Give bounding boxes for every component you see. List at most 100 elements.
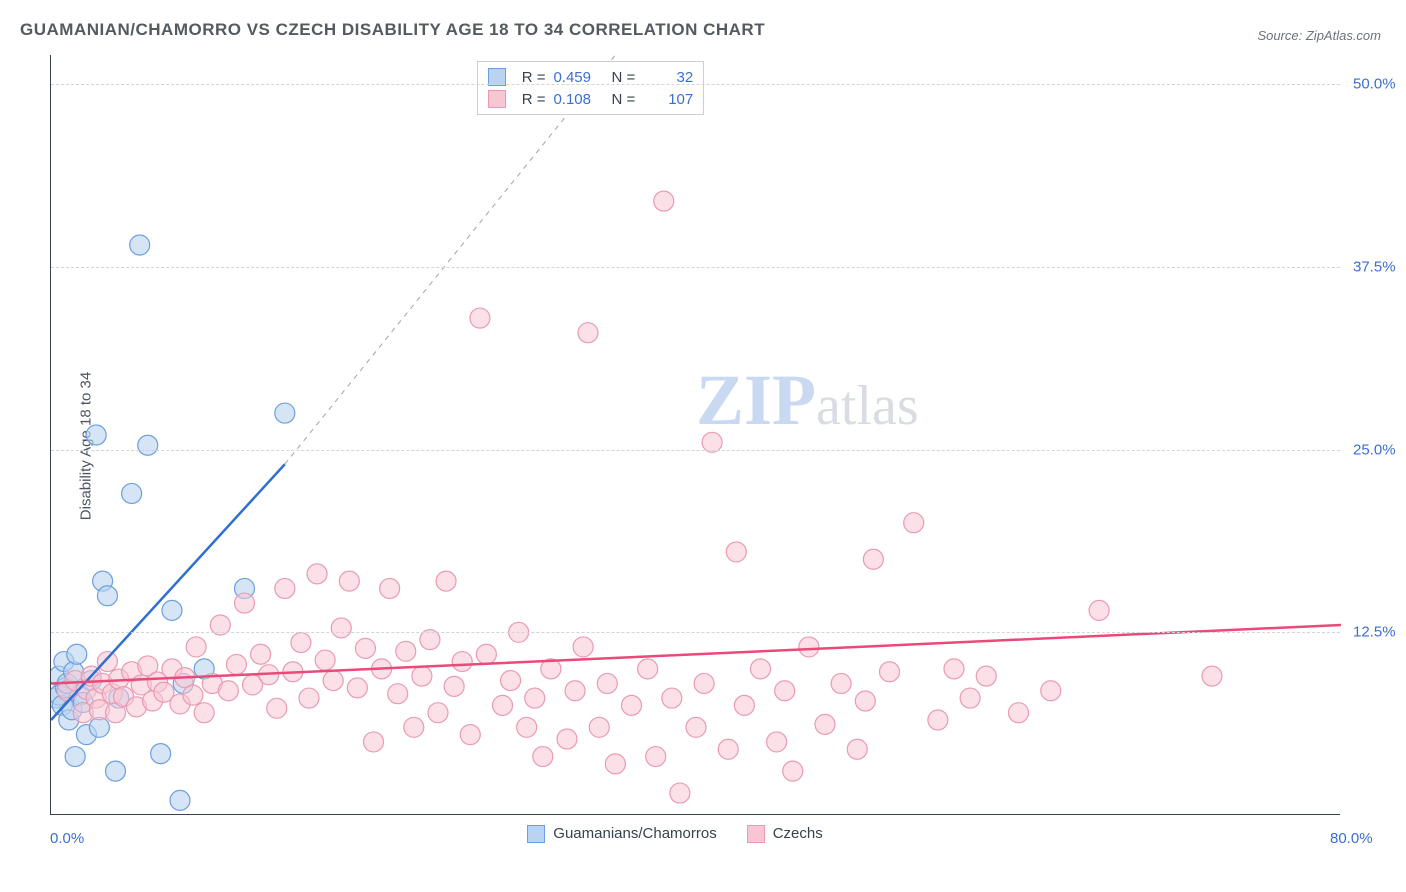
scatter-point-czech <box>299 688 319 708</box>
scatter-point-czech <box>493 695 513 715</box>
legend-swatch-icon <box>747 825 765 843</box>
scatter-point-guamanian <box>130 235 150 255</box>
scatter-point-czech <box>251 644 271 664</box>
scatter-point-czech <box>799 637 819 657</box>
scatter-point-guamanian <box>138 435 158 455</box>
scatter-point-czech <box>783 761 803 781</box>
scatter-point-czech <box>815 714 835 734</box>
scatter-point-czech <box>501 671 521 691</box>
scatter-point-czech <box>863 549 883 569</box>
scatter-point-czech <box>646 747 666 767</box>
scatter-point-guamanian <box>162 600 182 620</box>
scatter-point-czech <box>880 662 900 682</box>
source-attribution: Source: ZipAtlas.com <box>1257 28 1381 43</box>
scatter-point-czech <box>517 717 537 737</box>
scatter-point-czech <box>573 637 593 657</box>
scatter-point-czech <box>831 673 851 693</box>
legend-item-czech: Czechs <box>747 825 823 843</box>
scatter-point-czech <box>186 637 206 657</box>
scatter-point-czech <box>638 659 658 679</box>
y-tick-label: 12.5% <box>1353 624 1396 641</box>
scatter-point-czech <box>436 571 456 591</box>
scatter-point-czech <box>960 688 980 708</box>
scatter-point-czech <box>1041 681 1061 701</box>
stat-N-label: N = <box>611 91 635 108</box>
scatter-point-czech <box>315 650 335 670</box>
scatter-point-czech <box>183 685 203 705</box>
scatter-point-czech <box>291 633 311 653</box>
scatter-point-guamanian <box>275 403 295 423</box>
y-tick-label: 50.0% <box>1353 76 1396 93</box>
scatter-point-czech <box>428 703 448 723</box>
y-tick-label: 25.0% <box>1353 441 1396 458</box>
scatter-point-czech <box>944 659 964 679</box>
scatter-point-czech <box>235 593 255 613</box>
chart-title: GUAMANIAN/CHAMORRO VS CZECH DISABILITY A… <box>20 20 765 40</box>
scatter-point-czech <box>194 703 214 723</box>
legend-swatch-icon <box>488 90 506 108</box>
scatter-point-czech <box>694 673 714 693</box>
scatter-point-guamanian <box>86 425 106 445</box>
scatter-point-czech <box>928 710 948 730</box>
scatter-plot-area: ZIPatlas R =0.459N =32R =0.108N =107 12.… <box>50 55 1340 815</box>
scatter-point-czech <box>557 729 577 749</box>
scatter-point-czech <box>726 542 746 562</box>
scatter-point-czech <box>904 513 924 533</box>
scatter-point-czech <box>605 754 625 774</box>
x-axis-max-label: 80.0% <box>1330 830 1373 847</box>
scatter-point-czech <box>331 618 351 638</box>
scatter-point-czech <box>1202 666 1222 686</box>
scatter-point-czech <box>622 695 642 715</box>
scatter-point-czech <box>404 717 424 737</box>
source-prefix: Source: <box>1257 28 1305 43</box>
scatter-point-czech <box>734 695 754 715</box>
scatter-point-czech <box>565 681 585 701</box>
legend-label: Guamanians/Chamorros <box>553 825 716 842</box>
correlation-stats-box: R = 0.459 N = 32 R =0.108N =107 <box>477 61 705 115</box>
gridline <box>51 267 1340 268</box>
scatter-point-czech <box>307 564 327 584</box>
scatter-point-czech <box>339 571 359 591</box>
scatter-point-czech <box>589 717 609 737</box>
scatter-point-czech <box>364 732 384 752</box>
x-axis-min-label: 0.0% <box>50 830 84 847</box>
y-tick-label: 37.5% <box>1353 258 1396 275</box>
stats-row-czech: R =0.108N =107 <box>488 90 694 108</box>
stat-R-label: R = <box>522 69 546 86</box>
scatter-point-guamanian <box>97 586 117 606</box>
scatter-point-czech <box>654 191 674 211</box>
stat-R-value: 0.459 <box>553 69 603 86</box>
scatter-point-czech <box>412 666 432 686</box>
scatter-point-czech <box>775 681 795 701</box>
scatter-point-czech <box>662 688 682 708</box>
scatter-point-czech <box>347 678 367 698</box>
scatter-point-czech <box>388 684 408 704</box>
scatter-point-guamanian <box>122 483 142 503</box>
scatter-point-guamanian <box>67 644 87 664</box>
scatter-point-czech <box>452 652 472 672</box>
scatter-point-czech <box>525 688 545 708</box>
stat-N-value: 32 <box>643 69 693 86</box>
scatter-point-guamanian <box>65 747 85 767</box>
legend-label: Czechs <box>773 825 823 842</box>
scatter-point-czech <box>97 652 117 672</box>
scatter-point-guamanian <box>170 790 190 810</box>
scatter-point-czech <box>855 691 875 711</box>
trend-line-extrapolation-guamanian <box>285 55 616 464</box>
scatter-point-czech <box>470 308 490 328</box>
scatter-point-czech <box>323 671 343 691</box>
scatter-point-czech <box>751 659 771 679</box>
scatter-svg <box>51 55 1341 815</box>
scatter-point-czech <box>597 673 617 693</box>
stat-N-label: N = <box>611 69 635 86</box>
scatter-point-czech <box>267 698 287 718</box>
scatter-point-guamanian <box>106 761 126 781</box>
stat-R-label: R = <box>522 91 546 108</box>
gridline <box>51 450 1340 451</box>
scatter-point-czech <box>355 638 375 658</box>
scatter-point-czech <box>1089 600 1109 620</box>
gridline <box>51 632 1340 633</box>
scatter-point-czech <box>718 739 738 759</box>
scatter-point-czech <box>847 739 867 759</box>
scatter-point-czech <box>767 732 787 752</box>
